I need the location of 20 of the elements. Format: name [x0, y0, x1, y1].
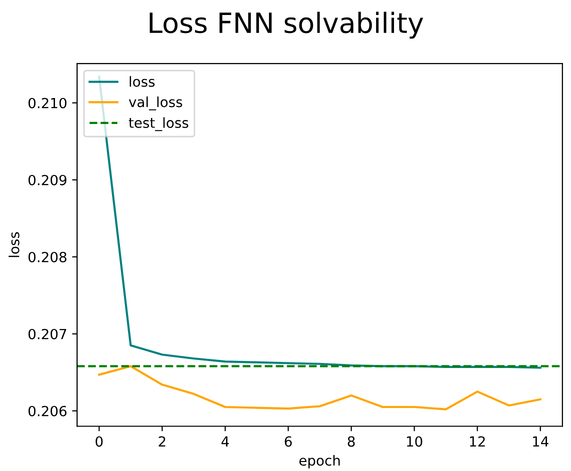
y-tick-label: 0.206: [28, 406, 66, 416]
line-series: [98, 365, 542, 410]
x-tick-label: 14: [533, 436, 548, 447]
y-axis-title: loss: [8, 232, 20, 258]
y-tick-label: 0.210: [28, 98, 66, 108]
x-tick-label: 4: [221, 436, 229, 447]
y-tick-label: 0.207: [28, 328, 66, 340]
x-tick-label: 12: [470, 436, 485, 447]
x-tick-label: 10: [407, 436, 422, 447]
legend-label: loss: [130, 76, 155, 87]
legend-label: val_loss: [128, 96, 182, 110]
x-tick-label: 8: [348, 436, 355, 447]
chart-title: Loss FNN solvability: [150, 12, 424, 39]
x-axis-title: epoch: [299, 454, 340, 468]
legend-label: test_loss: [128, 117, 188, 132]
x-tick-label: 0: [96, 436, 103, 447]
x-tick-label: 6: [284, 436, 292, 447]
y-tick-label: 0.208: [28, 252, 66, 262]
y-tick-label: 0.209: [28, 174, 66, 186]
x-tick-label: 2: [158, 436, 166, 447]
